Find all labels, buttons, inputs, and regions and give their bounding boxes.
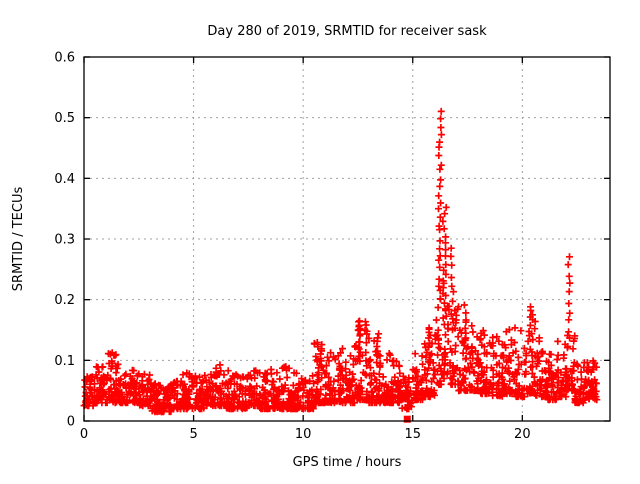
y-tick-label: 0.1	[54, 354, 75, 369]
y-tick-label: 0.6	[54, 51, 75, 66]
x-axis-label: GPS time / hours	[293, 455, 402, 470]
y-tick-labels: 0 0.1 0.2 0.3 0.4 0.5 0.6	[54, 51, 75, 430]
outlier-square-marker	[403, 415, 411, 423]
y-axis-label: SRMTID / TECUs	[11, 187, 26, 292]
y-tick-label: 0.4	[54, 172, 75, 187]
x-tick-labels: 0 5 10 15 20	[80, 427, 531, 442]
y-tick-label: 0	[67, 415, 75, 430]
axis-ticks	[83, 56, 610, 422]
x-tick-label: 20	[514, 427, 531, 442]
x-tick-label: 10	[295, 427, 312, 442]
y-tick-label: 0.5	[54, 111, 75, 126]
y-tick-label: 0.2	[54, 293, 75, 308]
chart-title: Day 280 of 2019, SRMTID for receiver sas…	[207, 24, 487, 39]
x-tick-label: 5	[189, 427, 197, 442]
y-tick-label: 0.3	[54, 233, 75, 248]
x-tick-label: 15	[404, 427, 421, 442]
x-tick-label: 0	[80, 427, 88, 442]
grid-lines	[84, 57, 610, 421]
